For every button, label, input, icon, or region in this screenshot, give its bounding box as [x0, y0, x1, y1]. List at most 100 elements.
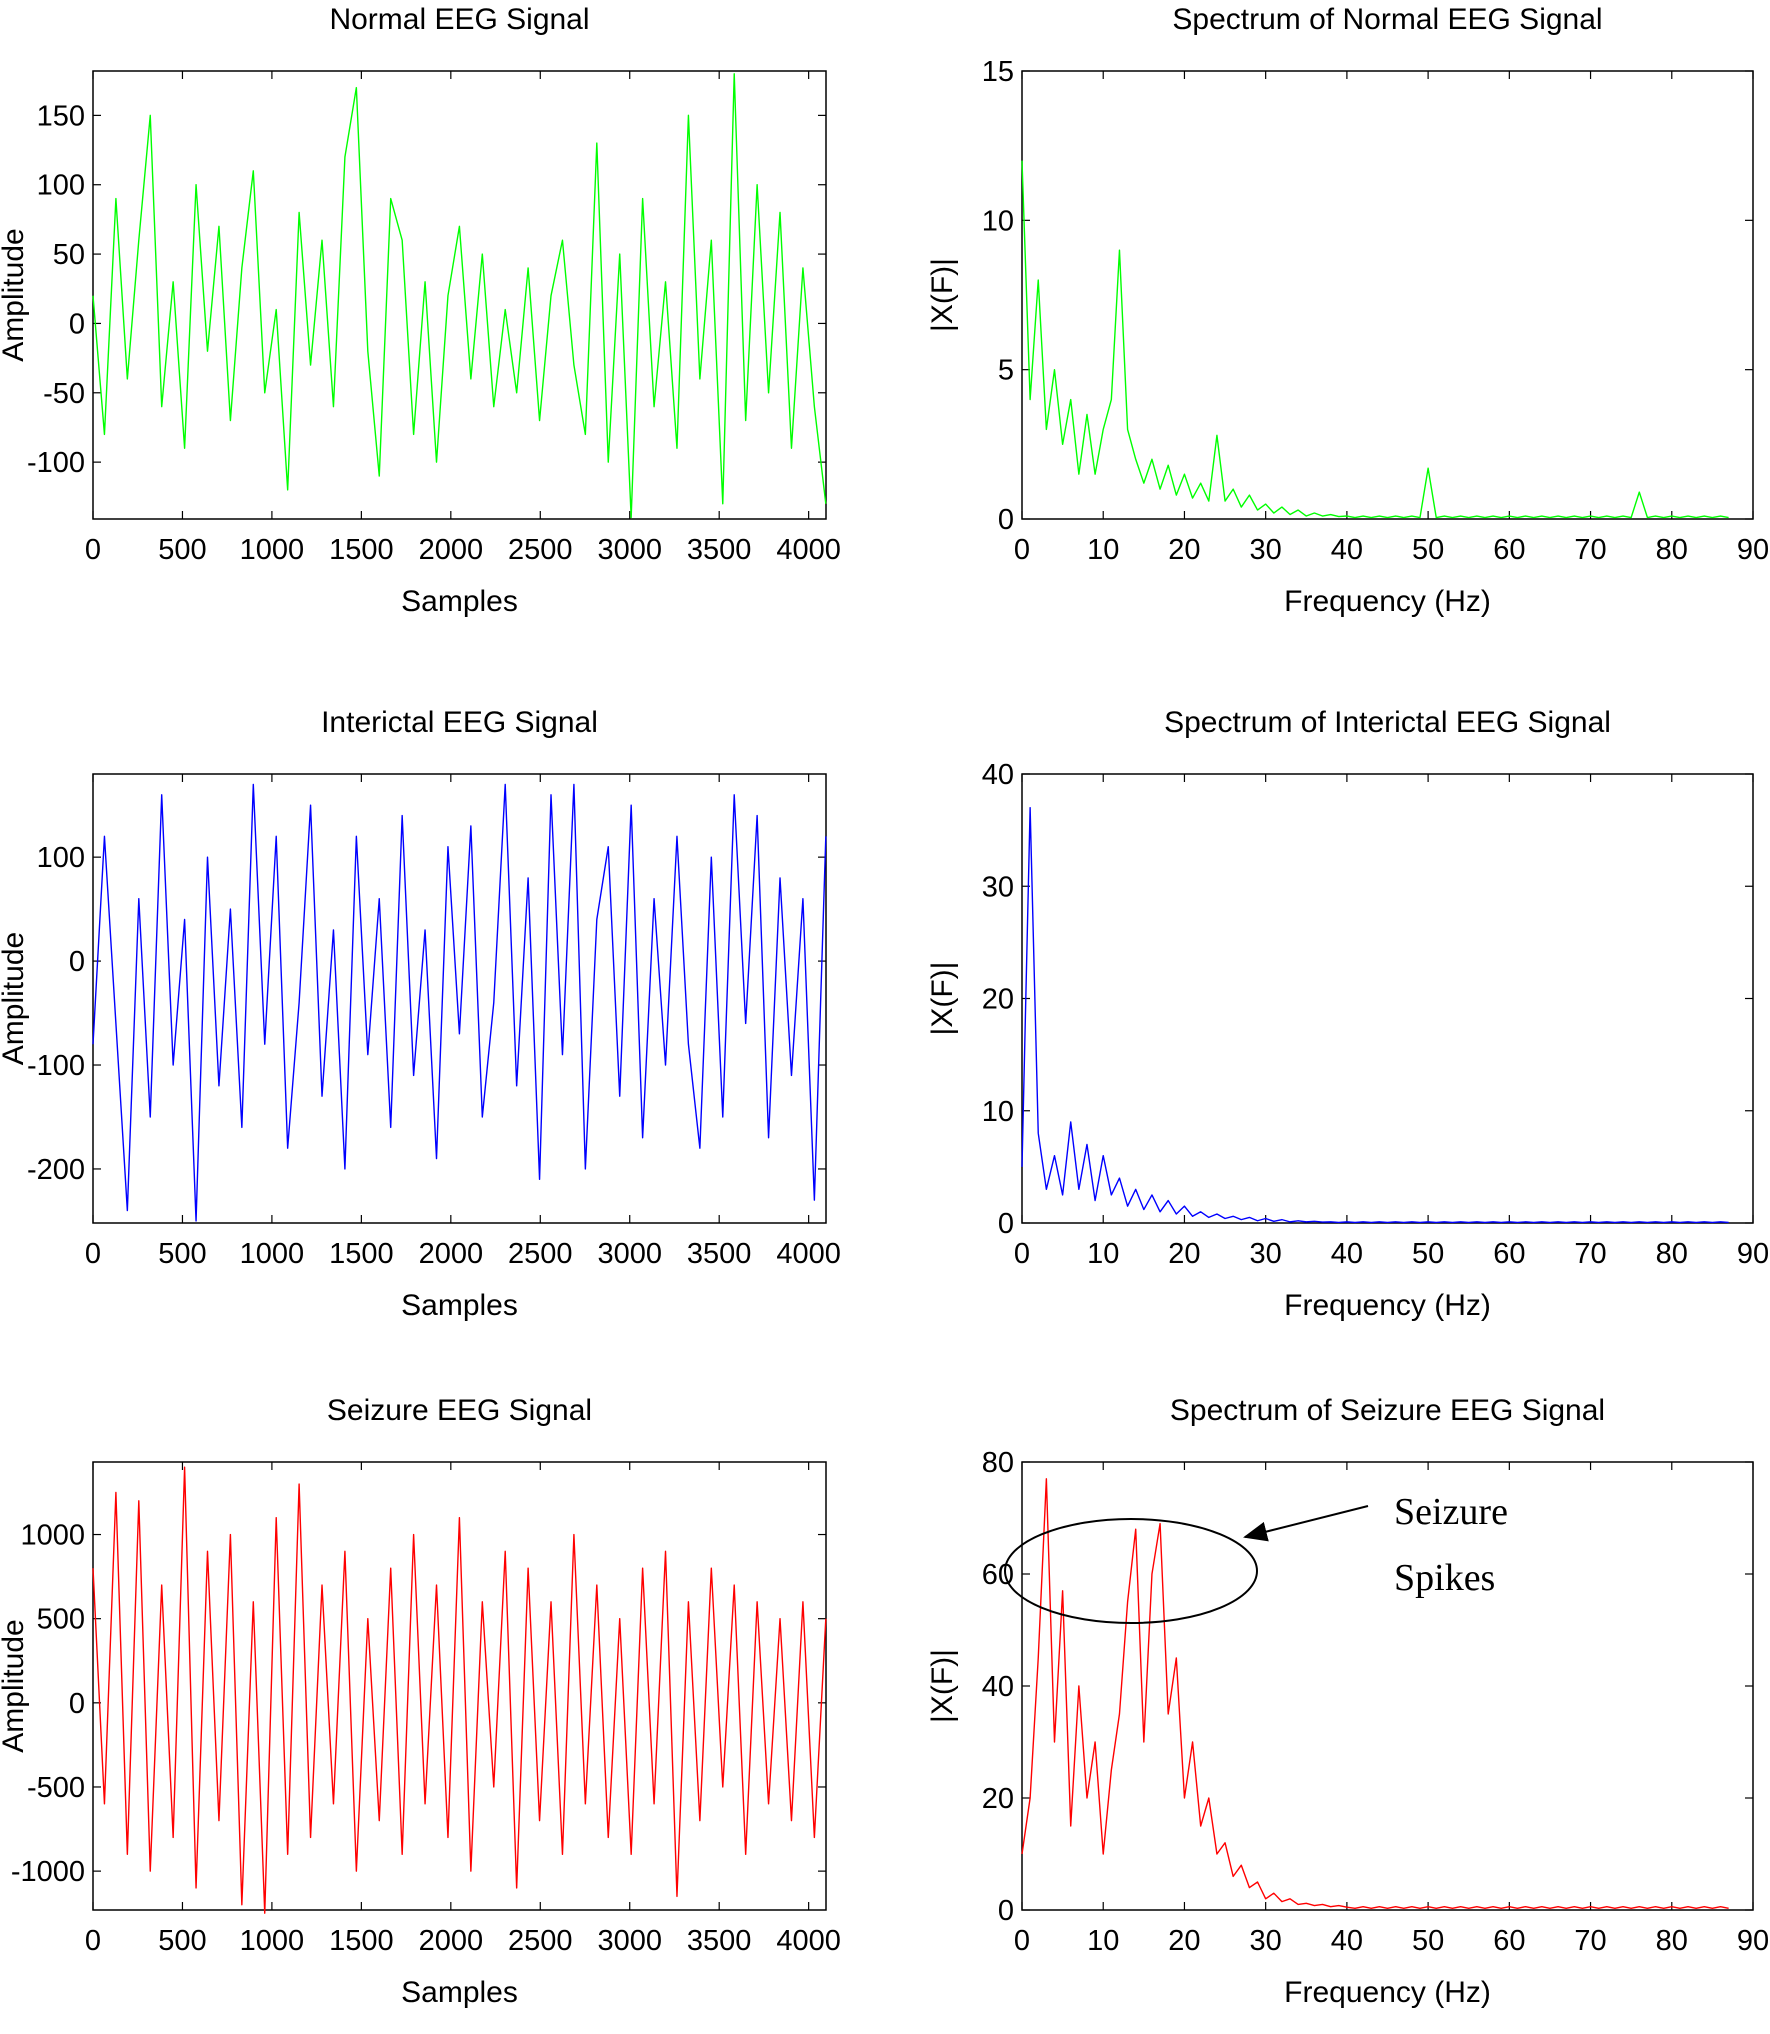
y-tick-label: 1000 — [20, 1520, 85, 1552]
chart-title: Spectrum of Seizure EEG Signal — [1170, 1394, 1605, 1427]
x-tick-label: 40 — [1331, 1238, 1363, 1270]
chart-title: Spectrum of Interictal EEG Signal — [1164, 706, 1611, 739]
x-tick-label: 3500 — [687, 1238, 752, 1270]
x-tick-label: 0 — [85, 1925, 101, 1957]
x-tick-label: 70 — [1574, 1925, 1606, 1957]
y-tick-label: 0 — [998, 504, 1014, 536]
x-tick-label: 20 — [1168, 534, 1200, 566]
x-tick-label: 500 — [158, 1238, 206, 1270]
y-tick-label: 0 — [69, 946, 85, 978]
y-tick-label: 20 — [982, 984, 1014, 1016]
x-tick-label: 50 — [1412, 534, 1444, 566]
chart-title: Spectrum of Normal EEG Signal — [1172, 3, 1602, 36]
y-tick-label: 150 — [37, 100, 85, 132]
signal-line — [92, 783, 827, 1222]
x-tick-label: 50 — [1412, 1238, 1444, 1270]
annotation-text: Spikes — [1394, 1557, 1495, 1599]
x-axis-label: Frequency (Hz) — [1284, 1289, 1491, 1322]
x-axis-label: Samples — [401, 1976, 518, 2009]
plot: Spectrum of Seizure EEG Signal Frequency … — [926, 1394, 1769, 2009]
y-tick-label: 50 — [53, 239, 85, 271]
x-tick-label: 3000 — [597, 1925, 662, 1957]
signal-line — [1021, 160, 1729, 519]
y-tick-label: 60 — [982, 1559, 1014, 1591]
y-tick-label: 40 — [982, 759, 1014, 791]
x-tick-label: 3000 — [597, 1238, 662, 1270]
x-axis-label: Samples — [401, 1289, 518, 1322]
x-tick-label: 70 — [1574, 534, 1606, 566]
x-tick-label: 500 — [158, 534, 206, 566]
x-tick-label: 3500 — [687, 534, 752, 566]
y-tick-label: -100 — [27, 447, 85, 479]
plot: Normal EEG Signal Samples Amplitude 0 500 100… — [0, 3, 841, 618]
x-tick-label: 10 — [1087, 1925, 1119, 1957]
y-tick-label: 10 — [982, 1096, 1014, 1128]
plot-frame — [92, 773, 827, 1224]
annotation-ellipse — [1004, 1518, 1258, 1624]
x-tick-label: 1000 — [240, 534, 305, 566]
plot: Spectrum of Normal EEG Signal Frequency (… — [926, 3, 1769, 618]
y-tick-label: -50 — [43, 378, 85, 410]
annotation-arrow — [1243, 1505, 1369, 1542]
chart-title: Normal EEG Signal — [329, 3, 589, 36]
x-axis-label: Frequency (Hz) — [1284, 1976, 1491, 2009]
x-tick-label: 30 — [1250, 1238, 1282, 1270]
y-tick-label: 0 — [998, 1208, 1014, 1240]
x-tick-label: 60 — [1493, 534, 1525, 566]
x-tick-label: 2000 — [419, 534, 484, 566]
x-tick-label: 10 — [1087, 1238, 1119, 1270]
plot: Spectrum of Interictal EEG Signal Frequen… — [926, 706, 1769, 1322]
y-axis-label: |X(F)| — [926, 258, 959, 332]
x-tick-label: 0 — [1014, 1925, 1030, 1957]
x-tick-label: 1000 — [240, 1925, 305, 1957]
y-tick-label: 100 — [37, 170, 85, 202]
y-tick-label: 500 — [37, 1604, 85, 1636]
y-tick-label: 10 — [982, 205, 1014, 237]
plot-frame — [92, 1461, 827, 1911]
y-axis-label: |X(F)| — [926, 962, 959, 1036]
x-tick-label: 90 — [1737, 1925, 1769, 1957]
y-tick-label: 40 — [982, 1671, 1014, 1703]
x-tick-label: 90 — [1737, 534, 1769, 566]
plot-frame — [1021, 773, 1754, 1224]
y-tick-label: -100 — [27, 1050, 85, 1082]
y-axis-label: Amplitude — [0, 932, 30, 1065]
x-tick-label: 3000 — [597, 534, 662, 566]
y-tick-label: -200 — [27, 1154, 85, 1186]
x-tick-label: 1500 — [329, 1925, 394, 1957]
x-tick-label: 3500 — [687, 1925, 752, 1957]
x-axis-label: Samples — [401, 585, 518, 618]
x-tick-label: 2500 — [508, 1925, 573, 1957]
x-tick-label: 60 — [1493, 1238, 1525, 1270]
x-tick-label: 4000 — [776, 1238, 841, 1270]
chart-title: Seizure EEG Signal — [327, 1394, 592, 1427]
x-tick-label: 500 — [158, 1925, 206, 1957]
y-tick-label: 80 — [982, 1447, 1014, 1479]
x-tick-label: 50 — [1412, 1925, 1444, 1957]
x-tick-label: 1500 — [329, 534, 394, 566]
x-tick-label: 30 — [1250, 534, 1282, 566]
y-axis-label: Amplitude — [0, 1619, 30, 1752]
x-tick-label: 80 — [1656, 534, 1688, 566]
x-axis-label: Frequency (Hz) — [1284, 585, 1491, 618]
x-tick-label: 2000 — [419, 1925, 484, 1957]
y-tick-label: 15 — [982, 56, 1014, 88]
x-tick-label: 1000 — [240, 1238, 305, 1270]
x-tick-label: 80 — [1656, 1238, 1688, 1270]
x-tick-label: 0 — [85, 1238, 101, 1270]
plot: Seizure EEG Signal Samples Amplitude 0 500 10… — [0, 1394, 841, 2009]
y-tick-label: 20 — [982, 1783, 1014, 1815]
y-tick-label: 5 — [998, 355, 1014, 387]
signal-line — [1021, 1478, 1729, 1910]
signal-line — [92, 73, 827, 519]
x-tick-label: 2000 — [419, 1238, 484, 1270]
x-tick-label: 70 — [1574, 1238, 1606, 1270]
x-tick-label: 20 — [1168, 1238, 1200, 1270]
x-tick-label: 20 — [1168, 1925, 1200, 1957]
chart-title: Interictal EEG Signal — [321, 706, 598, 739]
x-tick-label: 0 — [85, 534, 101, 566]
y-axis-label: Amplitude — [0, 228, 30, 361]
y-tick-label: -500 — [27, 1772, 85, 1804]
y-axis-label: |X(F)| — [926, 1649, 959, 1723]
